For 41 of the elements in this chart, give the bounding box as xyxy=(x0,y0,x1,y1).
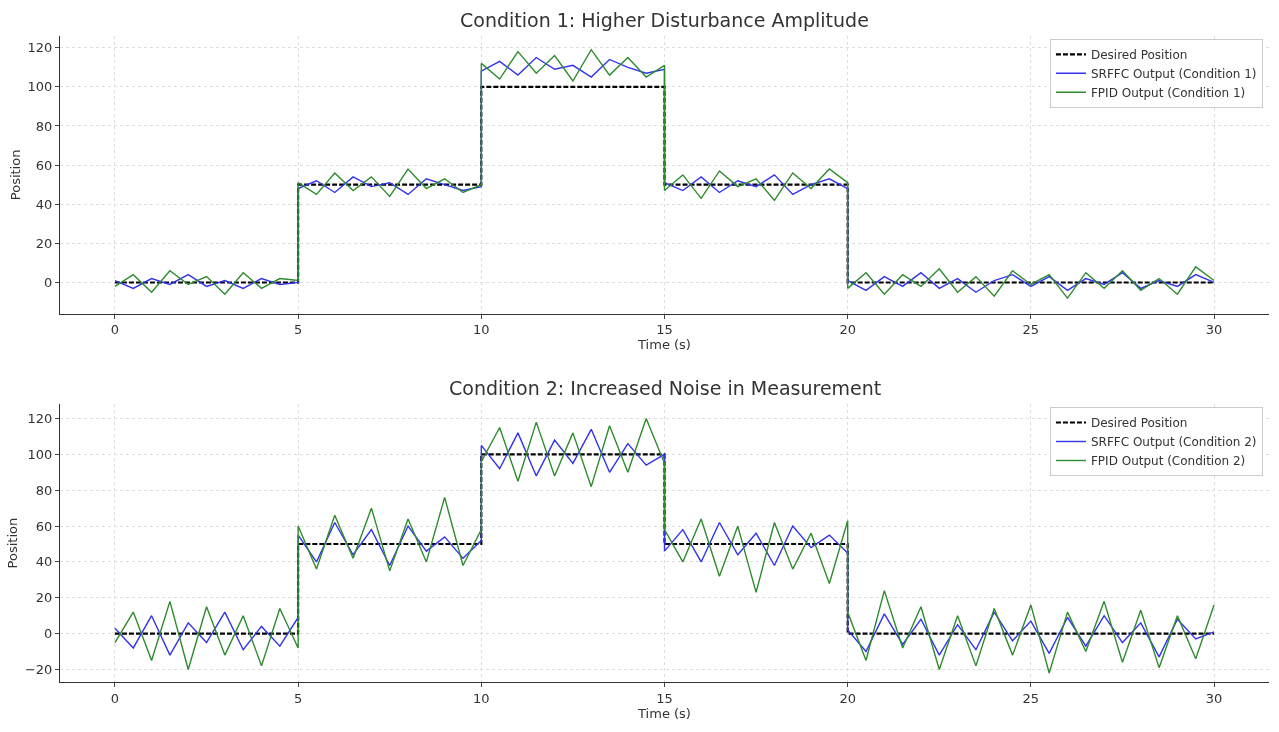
x-tick-label: 30 xyxy=(1205,690,1223,706)
y-tick-label: 20 xyxy=(35,590,53,606)
y-axis-title: Position xyxy=(7,149,23,201)
x-tick-label: 20 xyxy=(839,690,856,706)
y-tick-label: 0 xyxy=(44,275,53,291)
x-tick-label: 5 xyxy=(294,690,303,706)
x-tick-label: 10 xyxy=(473,322,490,338)
y-axis-title: Position xyxy=(4,517,20,569)
x-tick-label: 15 xyxy=(656,322,673,338)
y-tick-label: 120 xyxy=(27,40,53,56)
y-tick-label: 100 xyxy=(27,79,53,95)
y-tick-label: 0 xyxy=(44,626,53,642)
x-tick-label: 0 xyxy=(110,322,120,338)
legend-label: Desired Position xyxy=(1090,47,1188,62)
legend-label: SRFFC Output (Condition 1) xyxy=(1090,66,1257,81)
x-axis-title: Time (s) xyxy=(637,705,691,721)
x-tick-label: 0 xyxy=(110,690,120,706)
legend-label: FPID Output (Condition 1) xyxy=(1090,85,1246,100)
x-tick-label: 20 xyxy=(839,322,856,338)
x-tick-label: 25 xyxy=(1022,322,1040,338)
legend-label: Desired Position xyxy=(1090,416,1188,431)
x-tick-label: 10 xyxy=(473,690,490,706)
y-tick-label: 60 xyxy=(35,157,53,173)
y-tick-label: 80 xyxy=(35,482,53,498)
chart-title: Condition 1: Higher Disturbance Amplitude xyxy=(460,9,869,31)
x-tick-label: 15 xyxy=(656,690,673,706)
y-tick-label: 20 xyxy=(35,235,53,251)
legend-label: FPID Output (Condition 2) xyxy=(1090,454,1246,469)
y-tick-label: 80 xyxy=(35,118,53,134)
chart-title: Condition 2: Increased Noise in Measurement xyxy=(449,377,882,399)
y-tick-label: 40 xyxy=(35,554,53,570)
y-tick-label: −20 xyxy=(24,662,53,678)
x-axis-title: Time (s) xyxy=(637,337,691,353)
x-tick-label: 5 xyxy=(294,322,303,338)
legend-label: SRFFC Output (Condition 2) xyxy=(1090,435,1257,450)
y-tick-label: 120 xyxy=(27,411,53,427)
x-tick-label: 25 xyxy=(1022,690,1040,706)
x-tick-label: 30 xyxy=(1205,322,1223,338)
y-tick-label: 60 xyxy=(35,518,53,534)
y-tick-label: 100 xyxy=(27,446,53,462)
y-tick-label: 40 xyxy=(35,196,53,212)
